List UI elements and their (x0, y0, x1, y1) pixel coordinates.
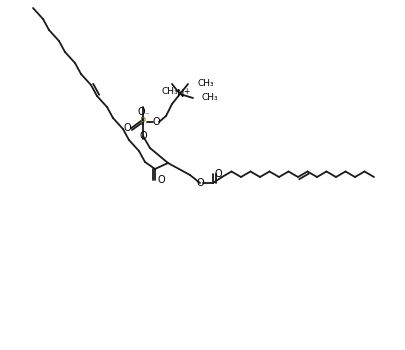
Text: O: O (214, 169, 222, 179)
Text: CH₃: CH₃ (202, 92, 219, 102)
Text: O: O (123, 123, 131, 133)
Text: O: O (139, 131, 147, 141)
Text: P: P (140, 117, 146, 127)
Text: ⁻: ⁻ (145, 111, 149, 119)
Text: N: N (177, 89, 185, 99)
Text: O: O (157, 175, 165, 185)
Text: O: O (196, 178, 204, 188)
Text: +: + (183, 86, 189, 96)
Text: CH₃: CH₃ (197, 79, 213, 89)
Text: CH₃: CH₃ (162, 86, 178, 96)
Text: O: O (137, 107, 145, 117)
Text: O: O (152, 117, 160, 127)
